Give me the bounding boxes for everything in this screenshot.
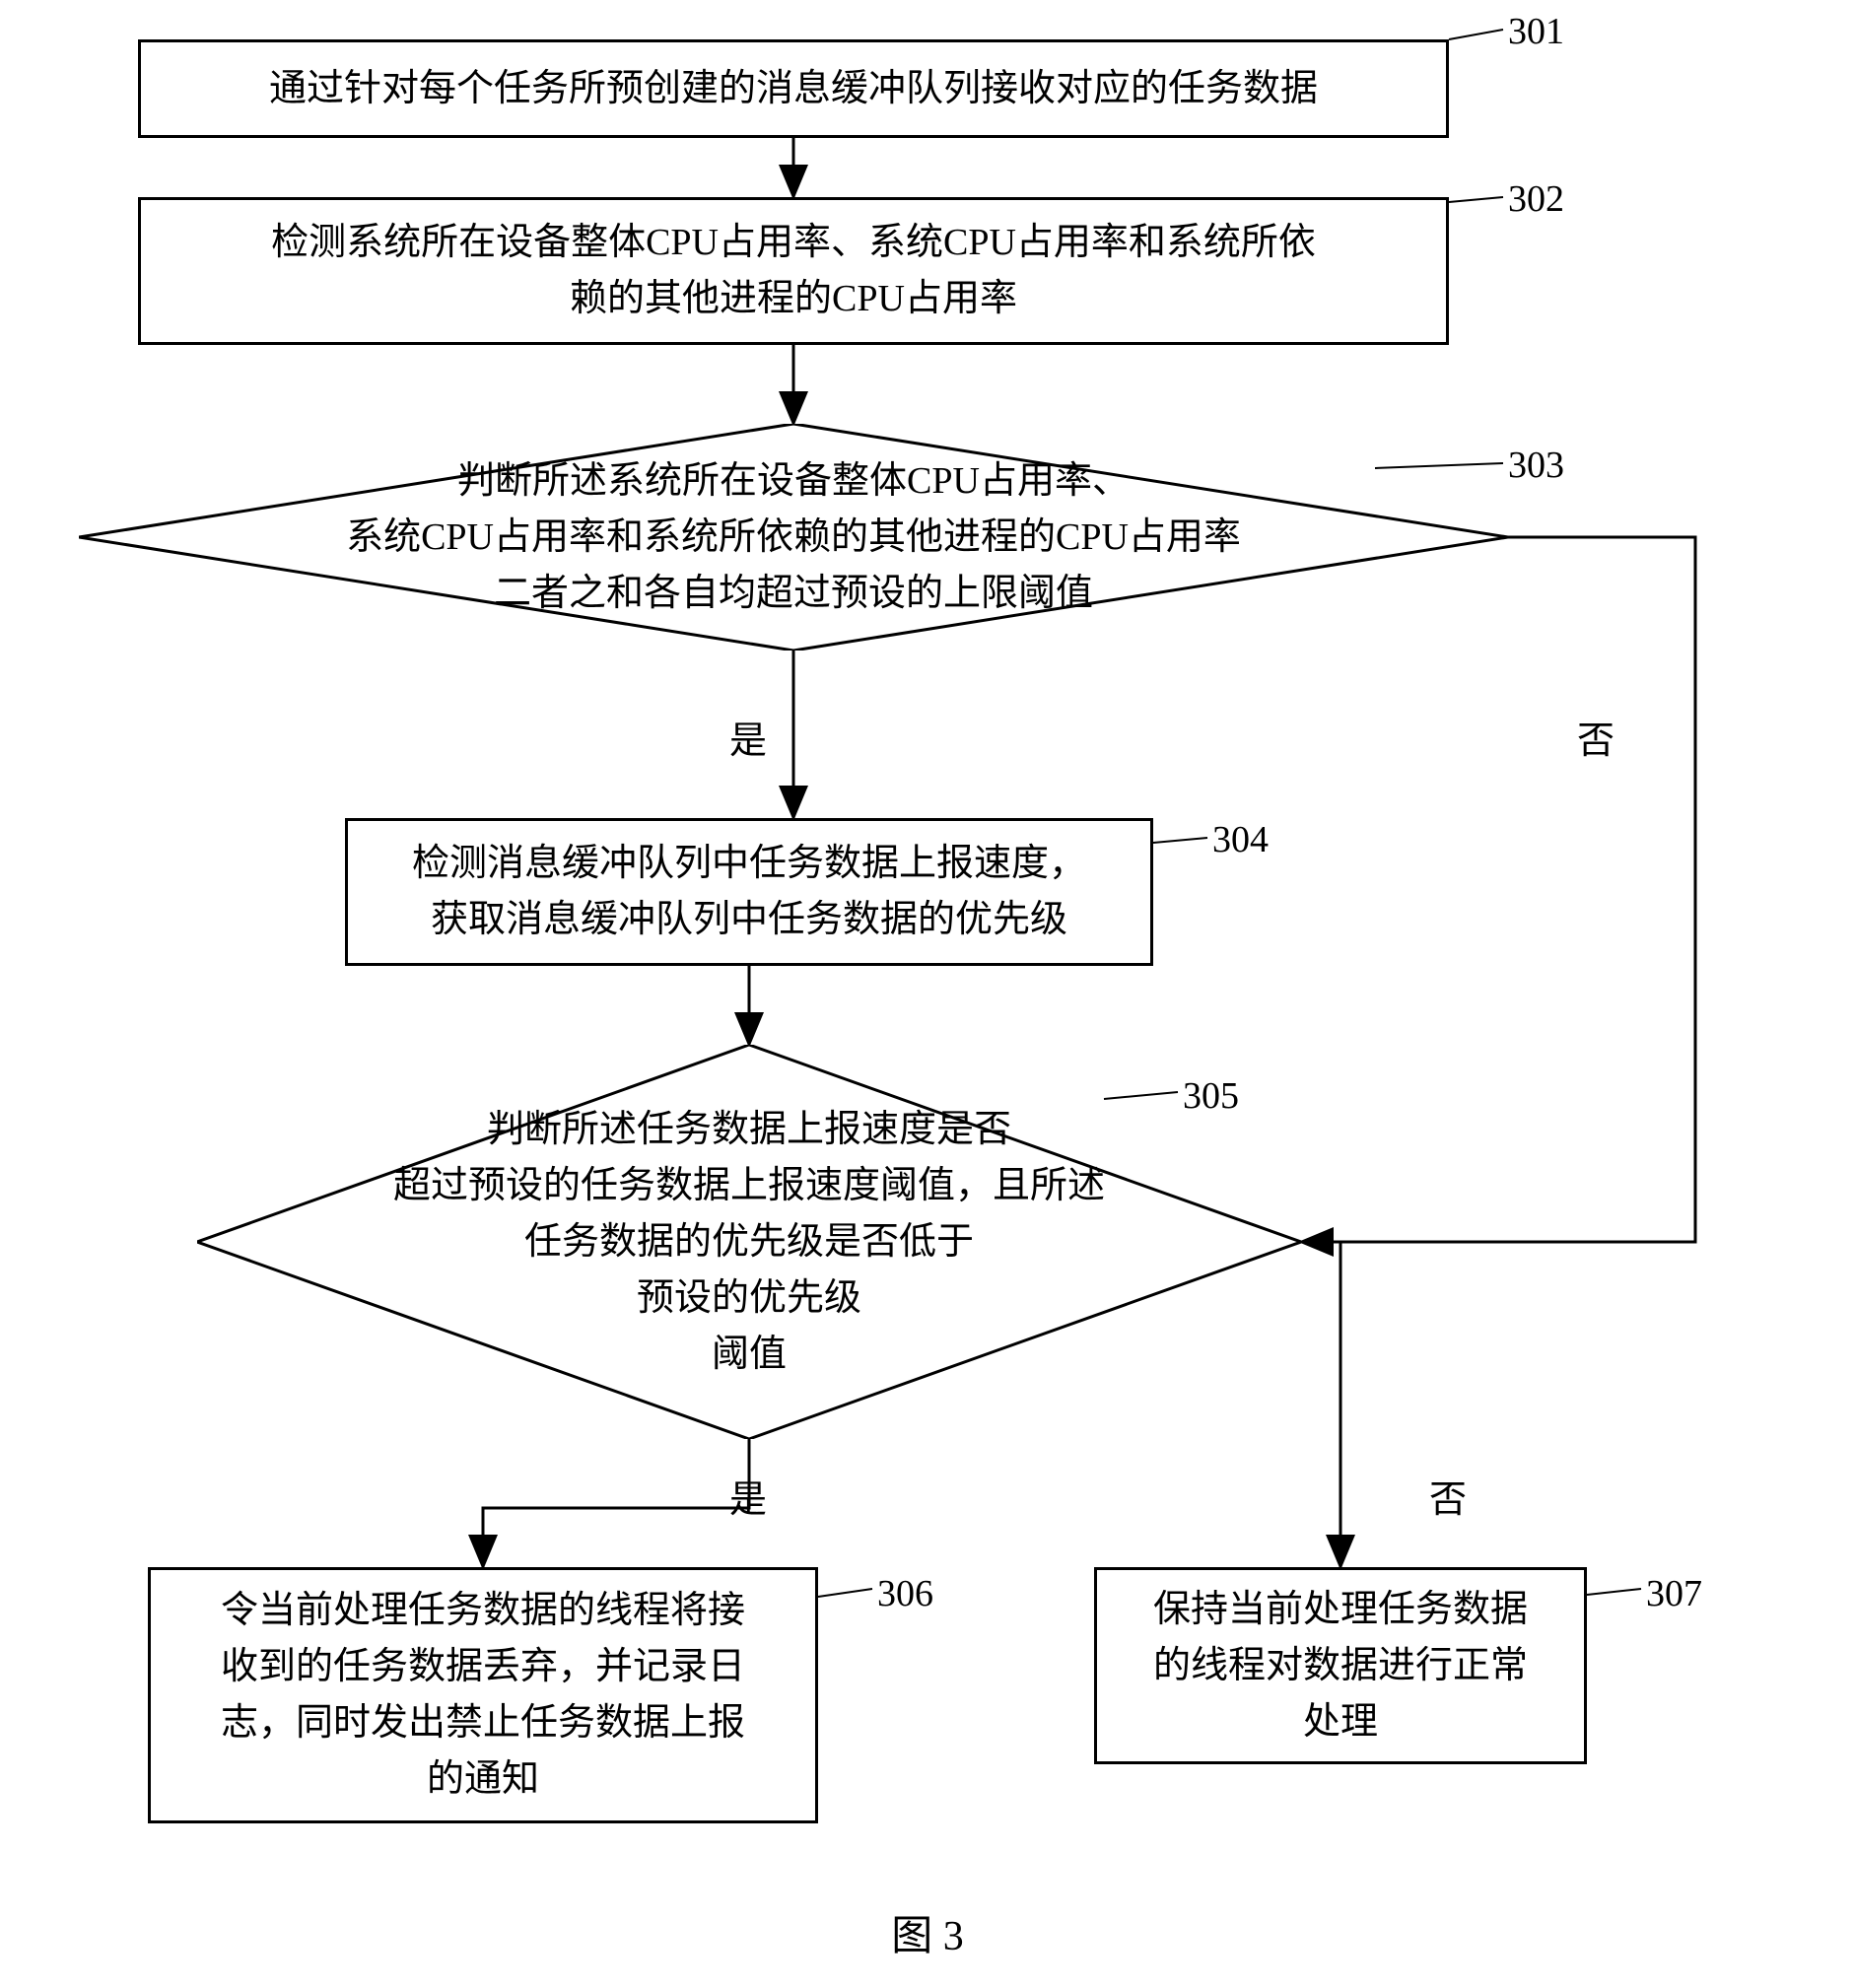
step-label-305: 305 [1183, 1074, 1239, 1118]
branch-no-305: 否 [1429, 1469, 1467, 1523]
step-304-text: 检测消息缓冲队列中任务数据上报速度， 获取消息缓冲队列中任务数据的优先级 [412, 836, 1086, 948]
decision-303-box: 判断所述系统所在设备整体CPU占用率、 系统CPU占用率和系统所依赖的其他进程的… [79, 424, 1508, 651]
branch-no-305-text: 否 [1429, 1479, 1467, 1521]
step-label-306: 306 [877, 1572, 933, 1615]
leader-l304 [1153, 838, 1207, 843]
leader-l306 [818, 1589, 872, 1597]
step-307-box: 保持当前处理任务数据 的线程对数据进行正常 处理 [1094, 1567, 1587, 1764]
step-label-305-text: 305 [1183, 1075, 1239, 1117]
leader-l302 [1449, 197, 1503, 202]
branch-no-303: 否 [1577, 710, 1615, 764]
branch-no-303-text: 否 [1577, 720, 1615, 762]
figure-caption: 图 3 [0, 1902, 1855, 1962]
step-302-box: 检测系统所在设备整体CPU占用率、系统CPU占用率和系统所依 赖的其他进程的CP… [138, 197, 1449, 345]
edge-e5_no [1301, 1242, 1340, 1567]
step-302-text: 检测系统所在设备整体CPU占用率、系统CPU占用率和系统所依 赖的其他进程的CP… [271, 215, 1316, 327]
branch-yes-305-text: 是 [729, 1479, 767, 1521]
decision-305-text: 判断所述任务数据上报速度是否 超过预设的任务数据上报速度阈值，且所述 任务数据的… [393, 1102, 1105, 1383]
step-label-303-text: 303 [1508, 445, 1564, 486]
edge-e5_yes [483, 1439, 749, 1567]
leader-l307 [1587, 1589, 1641, 1595]
step-label-307: 307 [1646, 1572, 1702, 1615]
figure-caption-text: 图 3 [891, 1914, 964, 1959]
step-label-302: 302 [1508, 177, 1564, 221]
step-label-301: 301 [1508, 10, 1564, 53]
step-label-301-text: 301 [1508, 11, 1564, 52]
step-label-307-text: 307 [1646, 1573, 1702, 1614]
branch-yes-303-text: 是 [729, 720, 767, 762]
leader-l301 [1449, 30, 1503, 39]
step-307-text: 保持当前处理任务数据 的线程对数据进行正常 处理 [1153, 1582, 1528, 1750]
step-label-304: 304 [1212, 818, 1269, 861]
step-304-box: 检测消息缓冲队列中任务数据上报速度， 获取消息缓冲队列中任务数据的优先级 [345, 818, 1153, 966]
step-301-text: 通过针对每个任务所预创建的消息缓冲队列接收对应的任务数据 [269, 61, 1318, 117]
step-306-text: 令当前处理任务数据的线程将接 收到的任务数据丢弃，并记录日 志，同时发出禁止任务… [221, 1583, 745, 1808]
branch-yes-303: 是 [729, 710, 767, 764]
step-label-304-text: 304 [1212, 819, 1269, 860]
step-301-box: 通过针对每个任务所预创建的消息缓冲队列接收对应的任务数据 [138, 39, 1449, 138]
step-306-box: 令当前处理任务数据的线程将接 收到的任务数据丢弃，并记录日 志，同时发出禁止任务… [148, 1567, 818, 1823]
step-label-302-text: 302 [1508, 178, 1564, 220]
decision-303-text: 判断所述系统所在设备整体CPU占用率、 系统CPU占用率和系统所依赖的其他进程的… [346, 453, 1241, 622]
step-label-306-text: 306 [877, 1573, 933, 1614]
branch-yes-305: 是 [729, 1469, 767, 1523]
step-label-303: 303 [1508, 444, 1564, 487]
decision-305-box: 判断所述任务数据上报速度是否 超过预设的任务数据上报速度阈值，且所述 任务数据的… [197, 1045, 1301, 1439]
